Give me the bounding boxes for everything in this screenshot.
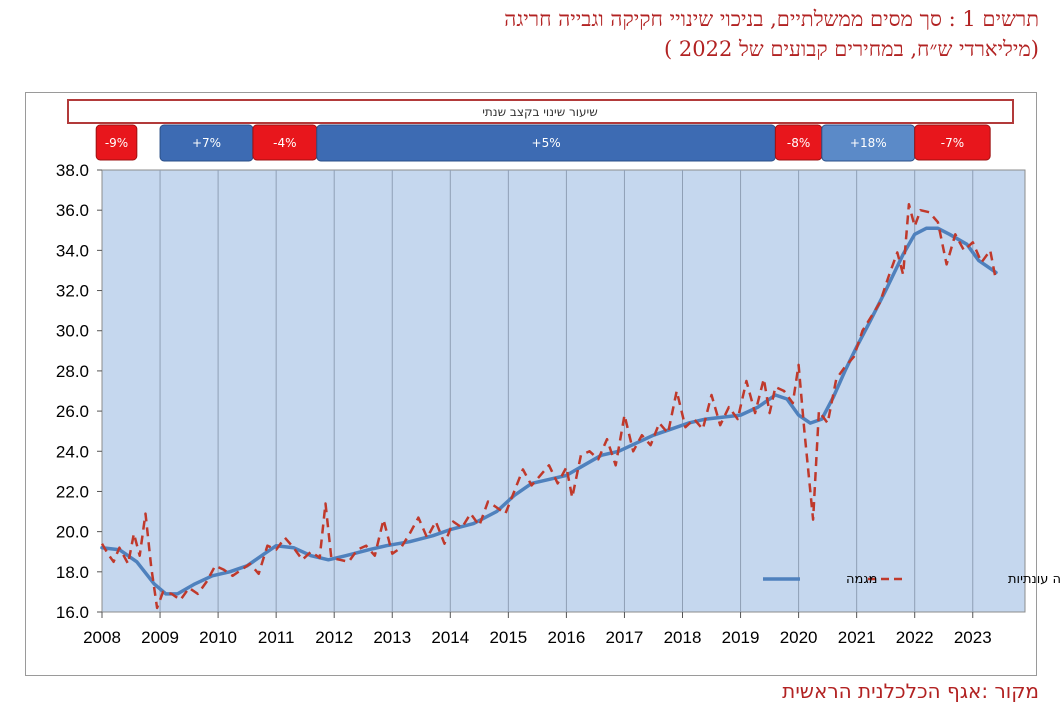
growth-band-label: -7%	[941, 136, 964, 150]
x-tick-label: 2018	[664, 628, 702, 647]
y-tick-label: 36.0	[56, 201, 89, 220]
chart-title-line2: (מיליארדי ש״ח, במחירים קבועים של 2022 )	[663, 37, 1039, 61]
x-tick-label: 2010	[199, 628, 237, 647]
y-tick-label: 18.0	[56, 563, 89, 582]
y-tick-label: 34.0	[56, 241, 89, 260]
series-line-seasonal	[100, 202, 998, 610]
y-tick-label: 38.0	[56, 161, 89, 180]
source-note: מקור :אגף הכלכלנית הראשית	[782, 679, 1039, 703]
y-tick-label: 28.0	[56, 362, 89, 381]
y-tick-label: 26.0	[56, 402, 89, 421]
x-tick-label: 2023	[954, 628, 992, 647]
legend-label-seasonal: מנוכה עונתיות	[1008, 572, 1061, 587]
x-tick-label: 2011	[258, 628, 295, 647]
x-tick-label: 2020	[780, 628, 818, 647]
growth-band-header	[67, 99, 1014, 124]
growth-band-label: -9%	[105, 136, 128, 150]
x-tick-label: 2019	[722, 628, 760, 647]
x-tick-label: 2013	[373, 628, 411, 647]
x-tick-label: 2022	[896, 628, 934, 647]
y-tick-label: 16.0	[56, 603, 89, 622]
growth-band-title: שיעור שינוי בקצב שנתי	[482, 105, 598, 119]
x-tick-label: 2017	[606, 628, 644, 647]
growth-band-label: +7%	[192, 136, 221, 150]
chart-title-line1: תרשים 1 : סך מסים ממשלתיים, בניכוי שינוי…	[504, 7, 1039, 31]
chart-title: תרשים 1 : סך מסים ממשלתיים, בניכוי שינוי…	[504, 4, 1039, 64]
x-tick-label: 2014	[431, 628, 469, 647]
y-tick-label: 20.0	[56, 523, 89, 542]
y-tick-label: 32.0	[56, 282, 89, 301]
y-tick-label: 30.0	[56, 322, 89, 341]
growth-band	[914, 124, 991, 161]
y-tick-label: 22.0	[56, 482, 89, 501]
legend-label-trend: מגמה	[846, 572, 878, 587]
plot-area	[101, 169, 1026, 613]
growth-band-label: -4%	[273, 136, 296, 150]
x-tick-label: 2016	[547, 628, 585, 647]
growth-band-label: +18%	[850, 136, 887, 150]
x-tick-label: 2009	[141, 628, 179, 647]
growth-band	[95, 124, 138, 161]
x-tick-label: 2008	[83, 628, 121, 647]
y-tick-label: 24.0	[56, 442, 89, 461]
x-tick-label: 2021	[838, 628, 876, 647]
growth-band-label: +5%	[532, 136, 561, 150]
x-tick-label: 2015	[489, 628, 527, 647]
x-tick-label: 2012	[315, 628, 353, 647]
growth-band-label: -8%	[787, 136, 810, 150]
